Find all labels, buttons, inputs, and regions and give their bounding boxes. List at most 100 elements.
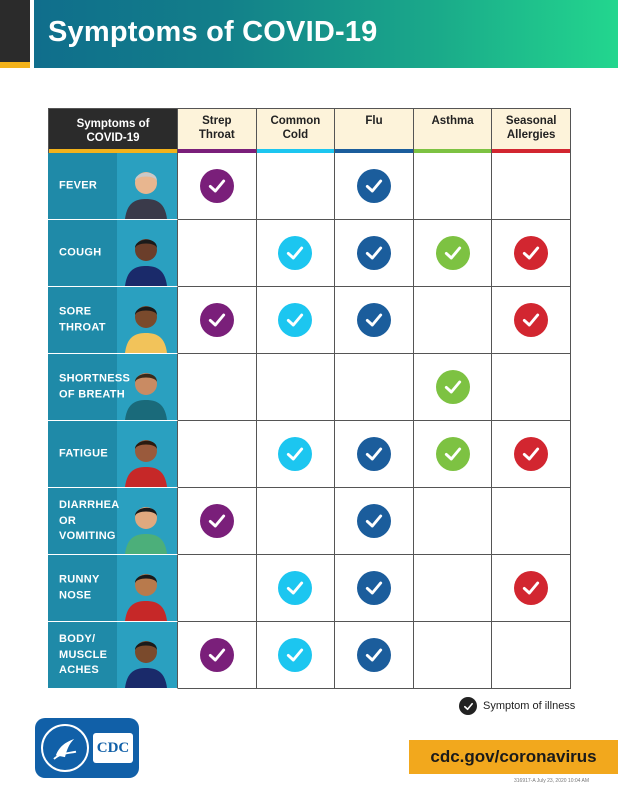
check-icon bbox=[435, 437, 470, 471]
runny-nose-person-icon bbox=[121, 561, 171, 621]
table-cell bbox=[413, 354, 493, 421]
table-cell bbox=[413, 153, 493, 220]
column-header-flu: Flu bbox=[335, 108, 414, 153]
website-url[interactable]: cdc.gov/coronavirus bbox=[409, 740, 618, 774]
row-header-label: BODY/ MUSCLE ACHES bbox=[59, 632, 108, 676]
row-header: DIARRHEA OR VOMITING bbox=[48, 488, 178, 555]
table-cell bbox=[335, 421, 414, 488]
table-cell bbox=[178, 421, 257, 488]
legend: Symptom of illness bbox=[459, 697, 575, 715]
table-cell bbox=[335, 555, 414, 622]
table-cell bbox=[413, 220, 493, 287]
row-header: COUGH bbox=[48, 220, 178, 287]
row-header: RUNNY NOSE bbox=[48, 555, 178, 622]
table-cell bbox=[256, 622, 336, 689]
table-cell bbox=[178, 153, 257, 220]
table-cell bbox=[413, 488, 493, 555]
row-header: FATIGUE bbox=[48, 421, 178, 488]
table-row: RUNNY NOSE bbox=[48, 555, 571, 622]
column-header-label: Strep Throat bbox=[198, 115, 235, 141]
column-header-label: Seasonal Allergies bbox=[505, 115, 557, 141]
table-cell bbox=[413, 421, 493, 488]
table-cell bbox=[492, 354, 571, 421]
row-header-label: DIARRHEA OR VOMITING bbox=[59, 498, 120, 542]
cdc-logo-text: CDC bbox=[93, 733, 133, 763]
table-cell bbox=[413, 287, 493, 354]
fineprint: 316917-A July 23, 2020 10:04 AM bbox=[514, 778, 590, 784]
fever-thermometer-person-icon bbox=[121, 159, 171, 219]
table-cell bbox=[413, 555, 493, 622]
check-icon bbox=[356, 504, 391, 538]
table-cell bbox=[178, 488, 257, 555]
table-cell bbox=[256, 555, 336, 622]
table-cell bbox=[256, 354, 336, 421]
check-icon bbox=[278, 638, 313, 672]
table-cell bbox=[492, 622, 571, 689]
table-row: FATIGUE bbox=[48, 421, 571, 488]
table-cell bbox=[256, 220, 336, 287]
check-icon bbox=[356, 303, 391, 337]
column-color-bar bbox=[256, 149, 335, 153]
toilet-person-icon bbox=[121, 494, 171, 554]
sore-throat-person-icon bbox=[121, 293, 171, 353]
table-cell bbox=[335, 354, 414, 421]
fatigue-person-icon bbox=[121, 427, 171, 487]
check-icon bbox=[356, 638, 391, 672]
header-banner: Symptoms of COVID-19 bbox=[0, 0, 618, 68]
check-icon bbox=[278, 437, 313, 471]
row-header-label: FEVER bbox=[59, 179, 98, 192]
row-header: SHORTNESS OF BREATH bbox=[48, 354, 178, 421]
coughing-person-icon bbox=[121, 226, 171, 286]
check-icon bbox=[356, 169, 391, 203]
table-cell bbox=[178, 354, 257, 421]
check-icon bbox=[514, 236, 549, 270]
table-row: BODY/ MUSCLE ACHES bbox=[48, 622, 571, 689]
check-icon bbox=[435, 370, 470, 404]
table-row: FEVER bbox=[48, 153, 571, 220]
table-cell bbox=[178, 555, 257, 622]
table-header: Symptoms of COVID-19 Strep Throat Common… bbox=[48, 108, 571, 153]
table-cell bbox=[492, 287, 571, 354]
check-icon bbox=[514, 303, 549, 337]
table-cell bbox=[492, 153, 571, 220]
table-cell bbox=[492, 488, 571, 555]
table-cell bbox=[492, 421, 571, 488]
table-cell bbox=[256, 488, 336, 555]
column-header-label: Asthma bbox=[431, 115, 474, 127]
table-cell bbox=[335, 622, 414, 689]
check-icon bbox=[278, 571, 313, 605]
table-cell bbox=[178, 622, 257, 689]
check-icon bbox=[199, 504, 234, 538]
header-dark-tab bbox=[0, 0, 30, 62]
table-cell bbox=[492, 220, 571, 287]
table-row: SHORTNESS OF BREATH bbox=[48, 354, 571, 421]
table-cell bbox=[335, 220, 414, 287]
page-title: Symptoms of COVID-19 bbox=[48, 16, 378, 48]
check-icon bbox=[356, 437, 391, 471]
column-color-bar bbox=[178, 149, 256, 153]
table-cell bbox=[413, 622, 493, 689]
check-icon bbox=[514, 437, 549, 471]
table-cell bbox=[256, 421, 336, 488]
symptoms-table: Symptoms of COVID-19 Strep Throat Common… bbox=[48, 108, 571, 689]
table-cell bbox=[335, 153, 414, 220]
table-cell bbox=[256, 153, 336, 220]
column-color-bar bbox=[413, 149, 492, 153]
header-accent-line bbox=[0, 62, 30, 68]
check-icon bbox=[514, 571, 549, 605]
table-row: SORE THROAT bbox=[48, 287, 571, 354]
table-cell bbox=[335, 488, 414, 555]
column-color-bar bbox=[335, 149, 413, 153]
column-header-seasonal-allergies: Seasonal Allergies bbox=[492, 108, 571, 153]
row-header-label: RUNNY NOSE bbox=[59, 573, 100, 602]
column-header-strep-throat: Strep Throat bbox=[178, 108, 257, 153]
table-cell bbox=[335, 287, 414, 354]
muscle-ache-person-icon bbox=[121, 628, 171, 688]
check-icon bbox=[278, 236, 313, 270]
row-header-label: FATIGUE bbox=[59, 447, 108, 460]
check-icon bbox=[199, 169, 234, 203]
legend-label: Symptom of illness bbox=[483, 700, 576, 712]
table-cell bbox=[492, 555, 571, 622]
table-row: COUGH bbox=[48, 220, 571, 287]
corner-header-label: Symptoms of COVID-19 bbox=[76, 117, 150, 144]
